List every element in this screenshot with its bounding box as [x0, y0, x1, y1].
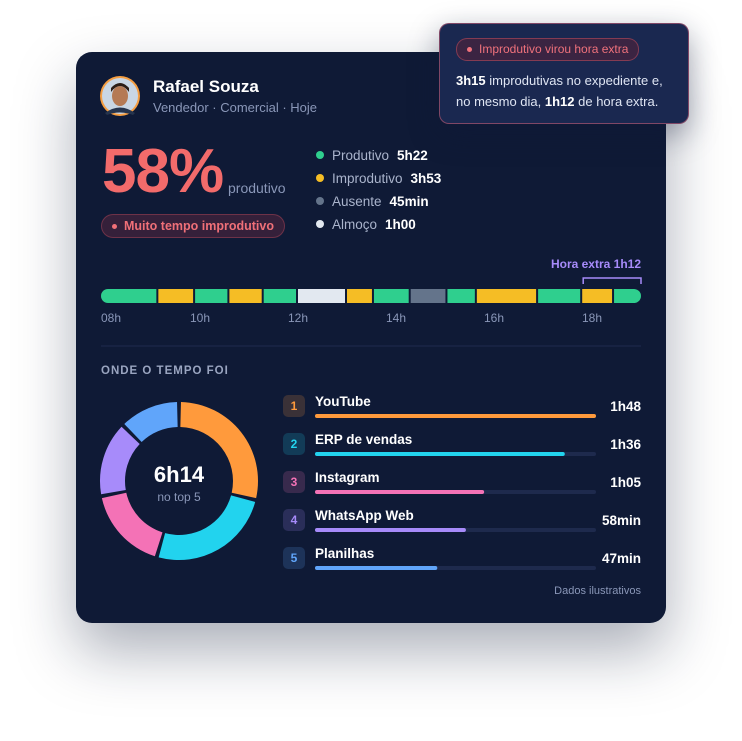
legend-dot — [316, 220, 324, 228]
legend-value: 1h00 — [385, 216, 416, 232]
timeline-segment — [229, 289, 262, 303]
user-name: Rafael Souza — [153, 77, 259, 96]
app-name: Planilhas — [315, 546, 375, 561]
timeline-segment — [582, 289, 613, 303]
legend-dot — [316, 197, 324, 205]
legend-item: Improdutivo 3h53 — [316, 168, 441, 188]
timeline-segment — [476, 289, 537, 303]
donut-segment — [158, 495, 256, 561]
timeline-segment — [614, 289, 641, 303]
timeline-segment — [298, 289, 345, 303]
msg-bold: 3h15 — [456, 73, 486, 88]
legend-name: Ausente — [332, 193, 382, 209]
overtime-bracket — [582, 277, 642, 284]
timeline-segment — [158, 289, 194, 303]
alert-message: 3h15 improdutivas no expediente e, no me… — [456, 70, 678, 112]
time-tick-label: 14h — [385, 311, 407, 325]
app-bar — [315, 528, 466, 532]
time-tick-label: 16h — [483, 311, 505, 325]
legend-dot — [316, 151, 324, 159]
donut-segment — [100, 426, 140, 495]
user-subtitle: Vendedor · Comercial · Hoje — [153, 100, 318, 115]
rank-badge: 4 — [283, 509, 305, 531]
app-bar — [315, 452, 565, 456]
donut-segment — [124, 402, 178, 443]
timeline-segment — [195, 289, 228, 303]
app-name: YouTube — [315, 394, 371, 409]
card — [76, 52, 666, 623]
rank-badge: 1 — [283, 395, 305, 417]
section-title: ONDE O TEMPO FOI — [101, 365, 229, 377]
app-time: 1h48 — [610, 399, 641, 414]
legend-item: Produtivo 5h22 — [316, 145, 428, 165]
timeline-segment — [101, 289, 157, 303]
timeline-segment — [410, 289, 446, 303]
legend-name: Improdutivo — [332, 170, 403, 186]
time-tick-label: 12h — [287, 311, 309, 325]
donut-caption: no top 5 — [157, 490, 201, 504]
app-bar — [315, 490, 485, 494]
avatar — [100, 76, 140, 116]
timeline-segment — [263, 289, 296, 303]
donut-total: 6h14 — [153, 462, 205, 487]
legend-value: 45min — [389, 193, 429, 209]
warning-badge: Muito tempo improdutivo — [101, 214, 285, 238]
app-bar — [315, 414, 596, 418]
rank-badge: 3 — [283, 471, 305, 493]
legend-dot — [316, 174, 324, 182]
alert-tag: Improdutivo virou hora extra — [456, 38, 640, 61]
productive-percent: 58% — [102, 137, 224, 206]
legend-value: 5h22 — [397, 147, 428, 163]
legend-item: Almoço 1h00 — [316, 214, 416, 234]
app-time: 1h05 — [610, 475, 641, 490]
app-time: 47min — [601, 551, 641, 566]
timeline-segment — [447, 289, 475, 303]
legend-name: Produtivo — [332, 147, 390, 163]
time-tick-label: 08h — [101, 311, 122, 325]
overtime-label: Hora extra 1h12 — [550, 257, 641, 271]
donut-segment — [180, 402, 258, 499]
time-tick-label: 18h — [581, 311, 603, 325]
timeline-segment — [373, 289, 409, 303]
time-tick-label: 10h — [189, 311, 211, 325]
msg-text: improdutivas no expediente e, no mesmo d… — [456, 73, 663, 109]
msg-text: de hora extra. — [574, 94, 659, 109]
app-time: 1h36 — [610, 437, 641, 452]
app-time: 58min — [601, 513, 641, 528]
rank-badge: 2 — [283, 433, 305, 455]
app-bar — [315, 566, 438, 570]
percent-label: produtivo — [228, 180, 286, 196]
app-name: WhatsApp Web — [315, 508, 414, 523]
donut-segment — [101, 492, 163, 557]
legend-value: 3h53 — [410, 170, 442, 186]
rank-badge: 5 — [283, 547, 305, 569]
timeline-segment — [347, 289, 372, 303]
msg-bold: 1h12 — [544, 94, 575, 109]
timeline-segment — [538, 289, 581, 303]
app-name: Instagram — [315, 470, 380, 485]
legend-name: Almoço — [332, 216, 378, 232]
app-name: ERP de vendas — [315, 432, 413, 447]
legend-item: Ausente 45min — [316, 191, 429, 211]
footnote: Dados ilustrativos — [554, 585, 641, 597]
